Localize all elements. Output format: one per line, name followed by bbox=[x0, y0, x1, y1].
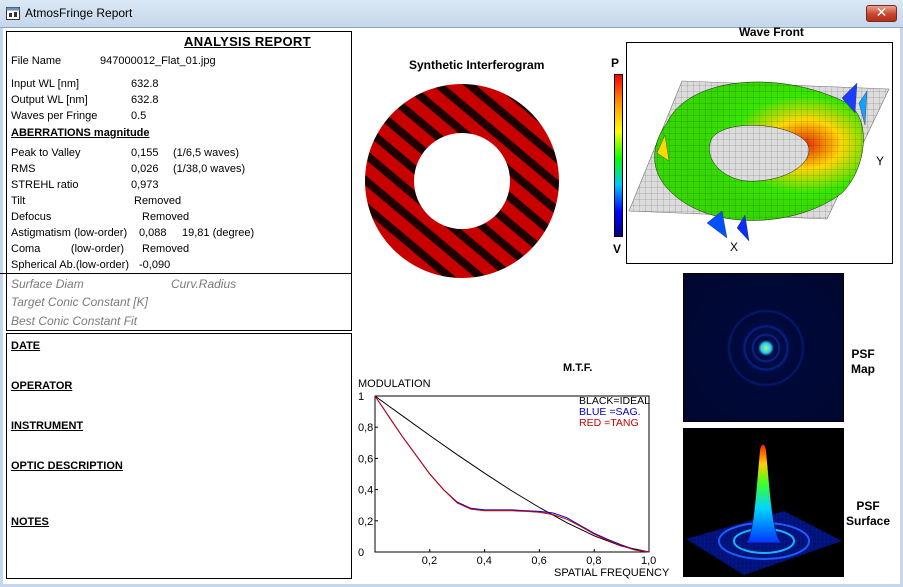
psf-surface-label-1: PSF bbox=[856, 499, 880, 513]
x-axis-label: X bbox=[730, 240, 739, 254]
psf-map-label-2: Map bbox=[851, 362, 875, 376]
aberration-label: Defocus bbox=[11, 211, 52, 223]
legend-entry: RED =TANG bbox=[579, 417, 639, 429]
target-conic-label: Target Conic Constant [K] bbox=[11, 295, 148, 309]
scale-bottom-label: V bbox=[613, 242, 622, 256]
file-name-label: File Name bbox=[11, 55, 62, 67]
operator-heading: OPERATOR bbox=[11, 380, 73, 392]
output-wl-value: 632.8 bbox=[131, 94, 159, 106]
mtf-title: M.T.F. bbox=[563, 362, 593, 374]
y-tick-label: 0,6 bbox=[358, 453, 373, 465]
y-tick-label: 0,8 bbox=[358, 422, 373, 434]
close-button[interactable]: ✕ bbox=[866, 5, 897, 22]
aberration-label: Spherical Ab.(low-order) bbox=[11, 259, 129, 271]
aberration-extra: (1/6,5 waves) bbox=[173, 147, 240, 159]
y-tick-label: 0 bbox=[358, 547, 364, 559]
psf-map-image bbox=[683, 273, 844, 422]
input-wl-label: Input WL [nm] bbox=[11, 78, 80, 90]
window-frame-left bbox=[0, 28, 3, 587]
date-heading: DATE bbox=[11, 340, 41, 352]
output-wl-label: Output WL [nm] bbox=[11, 94, 88, 106]
optic-description-heading: OPTIC DESCRIPTION bbox=[11, 460, 123, 472]
close-icon: ✕ bbox=[875, 5, 888, 21]
synthetic-interferogram bbox=[364, 80, 560, 282]
aberration-extra: (1/38,0 waves) bbox=[173, 163, 246, 175]
x-tick-label: 1,0 bbox=[641, 555, 656, 567]
y-tick-label: 0,2 bbox=[358, 516, 373, 528]
window-frame-bottom bbox=[0, 584, 903, 587]
aberration-label: STREHL ratio bbox=[11, 179, 79, 191]
input-wl-value: 632.8 bbox=[131, 78, 159, 90]
scale-top-label: P bbox=[611, 56, 620, 70]
aberration-label: RMS bbox=[11, 163, 36, 175]
series-line-tang bbox=[374, 395, 650, 553]
aberration-label: Tilt bbox=[11, 195, 26, 207]
app-icon bbox=[6, 7, 20, 20]
psf-surface-label-2: Surface bbox=[845, 514, 891, 528]
y-tick-label: 1 bbox=[358, 391, 364, 403]
report-separator bbox=[0, 273, 352, 274]
notes-panel bbox=[6, 333, 352, 579]
window-title: AtmosFringe Report bbox=[25, 6, 133, 20]
x-axis-title: SPATIAL FREQUENCY bbox=[554, 567, 670, 579]
wavefront-title: Wave Front bbox=[739, 25, 804, 39]
window-frame-right bbox=[900, 28, 903, 587]
aberration-label: Peak to Valley bbox=[11, 147, 81, 159]
mtf-chart: MODULATION 0 0,2 0,4 0,6 0,8 1 0,2 0,4 0,6 0,8 1,0S… bbox=[358, 378, 670, 579]
aberration-value: 0,026 bbox=[131, 163, 159, 175]
waves-per-fringe-label: Waves per Fringe bbox=[11, 110, 98, 122]
file-name-value: 947000012_Flat_01.jpg bbox=[100, 55, 216, 67]
curv-radius-label: Curv.Radius bbox=[171, 277, 237, 291]
best-conic-label: Best Conic Constant Fit bbox=[11, 314, 138, 328]
interferogram-title: Synthetic Interferogram bbox=[409, 58, 545, 72]
wavefront-panel bbox=[626, 42, 893, 264]
analysis-report-panel bbox=[6, 31, 352, 331]
surface-diam-label: Surface Diam bbox=[11, 277, 84, 291]
x-tick-label: 0,6 bbox=[531, 555, 546, 567]
title-bar bbox=[0, 0, 903, 28]
report-title: ANALYSIS REPORT bbox=[184, 34, 311, 49]
waves-per-fringe-value: 0.5 bbox=[131, 110, 147, 122]
psf-surface-image bbox=[683, 428, 844, 577]
aberration-value: 0,155 bbox=[131, 147, 159, 159]
series-line-ideal bbox=[374, 395, 650, 553]
aberrations-heading: ABERRATIONS magnitude bbox=[11, 127, 150, 139]
aberration-label: Astigmatism (low-order) bbox=[11, 227, 128, 239]
x-tick-label: 0,4 bbox=[477, 555, 492, 567]
instrument-heading: INSTRUMENT bbox=[11, 420, 84, 432]
y-axis-title: MODULATION bbox=[358, 378, 431, 390]
plot-area bbox=[374, 395, 650, 553]
aberration-value: Removed bbox=[134, 195, 182, 207]
aberration-value: 0,088 bbox=[139, 227, 167, 239]
color-scale-bar bbox=[614, 74, 623, 237]
aberration-label: Coma (low-order) bbox=[11, 243, 125, 255]
aberration-value: Removed bbox=[142, 243, 190, 255]
aberration-extra: 19,81 (degree) bbox=[182, 227, 255, 239]
wavefront-3d-plot bbox=[628, 80, 890, 242]
notes-heading: NOTES bbox=[11, 516, 49, 528]
psf-map-label-1: PSF bbox=[851, 347, 875, 361]
legend-entry: BLUE =SAG. bbox=[579, 406, 641, 418]
aberration-value: -0,090 bbox=[139, 259, 171, 271]
x-tick-label: 0,2 bbox=[422, 555, 437, 567]
legend-entry: BLACK=IDEAL bbox=[579, 395, 650, 407]
y-axis-label: Y bbox=[876, 154, 885, 168]
y-tick-label: 0,4 bbox=[358, 485, 373, 497]
x-tick-label: 0,8 bbox=[586, 555, 601, 567]
aberration-value: 0,973 bbox=[131, 179, 159, 191]
aberration-value: Removed bbox=[142, 211, 190, 223]
